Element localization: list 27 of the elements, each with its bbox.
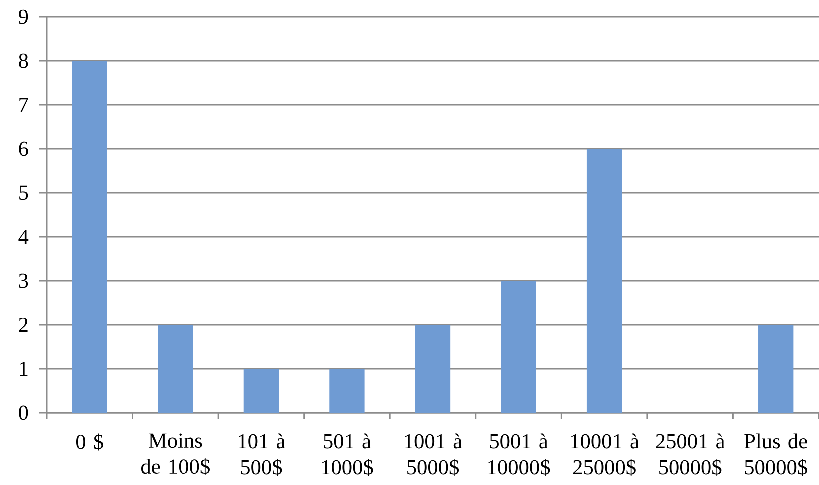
y-tick-label: 8 [19, 54, 28, 68]
bar [586, 149, 622, 413]
y-tick-label: 2 [19, 318, 28, 332]
x-tick-label: Plus de 50000$ [744, 434, 808, 476]
bar [244, 368, 280, 413]
x-tick-label: 25001 à 50000$ [656, 434, 725, 476]
bar [758, 324, 794, 413]
x-tick-label: 101 à 500$ [239, 434, 286, 476]
bar [501, 280, 536, 413]
y-tick-label: 6 [19, 142, 28, 156]
y-tick-label: 5 [20, 186, 28, 200]
bar [330, 368, 365, 413]
x-tick-label: 501 à 1000$ [322, 434, 374, 476]
x-tick-label: 5001 à 10000$ [488, 434, 550, 476]
y-tick-label: 0 [19, 406, 28, 420]
x-tick-label: 10001 à 25000$ [571, 434, 640, 476]
x-tick-label: 0 $ [76, 434, 104, 451]
x-tick-label: Moins de 100$ [141, 434, 210, 476]
bar [72, 61, 108, 413]
bar [415, 324, 451, 413]
y-tick-label: 7 [20, 98, 28, 112]
y-tick-label: 1 [20, 362, 28, 376]
y-tick-label: 9 [18, 10, 28, 24]
bar [158, 324, 194, 413]
y-tick-label: 3 [19, 274, 28, 288]
y-tick-label: 4 [18, 230, 29, 244]
x-tick-label: 1001 à 5000$ [405, 434, 462, 476]
